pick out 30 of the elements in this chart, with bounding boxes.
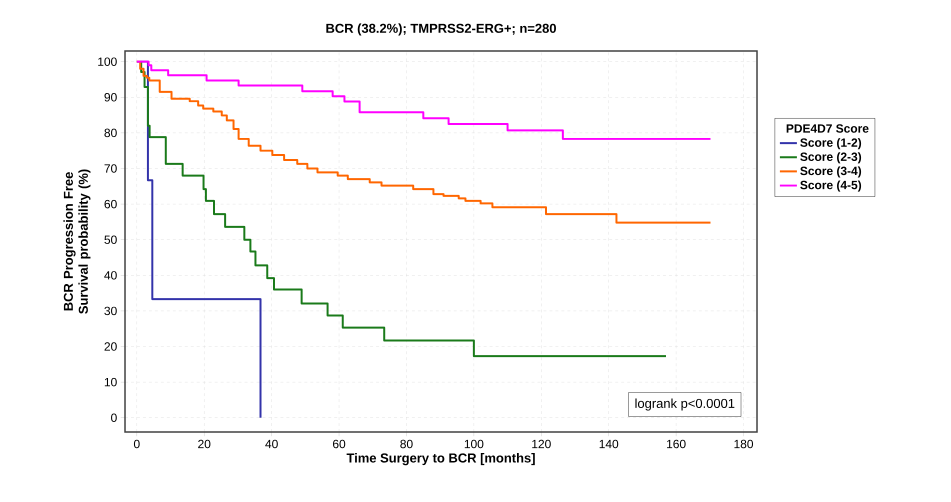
y-axis-title: BCR Progression Free Survival probability (%) [63,169,90,314]
x-tick-label: 0 [134,440,140,448]
y-tick-label: 40 [104,271,117,280]
y-tick-label: 80 [104,128,117,138]
legend-label: Score (4-5) [800,180,862,192]
y-tick-label: 100 [98,57,117,66]
chart-title: BCR (38.2%); TMPRSS2-ERG+; n=280 [326,23,556,36]
legend-label: Score (2-3) [800,152,862,164]
y-tick-label: 70 [104,164,117,173]
x-tick-label: 20 [198,440,210,448]
x-tick-label: 160 [667,440,686,448]
x-tick-label: 40 [265,440,278,448]
x-axis-title: Time Surgery to BCR [months] [346,453,535,466]
x-tick-label: 120 [532,440,551,448]
x-tick-label: 60 [333,440,346,448]
x-tick-label: 180 [734,440,754,448]
x-tick-label: 80 [400,440,413,448]
y-tick-label: 90 [104,93,117,102]
y-tick-label: 60 [104,200,117,208]
annotation: logrank p<0.0001 [635,398,734,411]
y-tick-label: 0 [111,414,117,422]
y-tick-label: 20 [104,342,117,351]
y-tick-label: 50 [104,235,117,244]
legend-title: PDE4D7 Score [786,124,869,133]
legend-label: Score (1-2) [800,138,862,150]
x-tick-label: 140 [600,440,618,448]
y-tick-label: 10 [104,378,117,386]
y-tick-label: 30 [104,306,117,316]
x-tick-label: 100 [464,440,484,448]
legend-label: Score (3-4) [800,166,862,178]
